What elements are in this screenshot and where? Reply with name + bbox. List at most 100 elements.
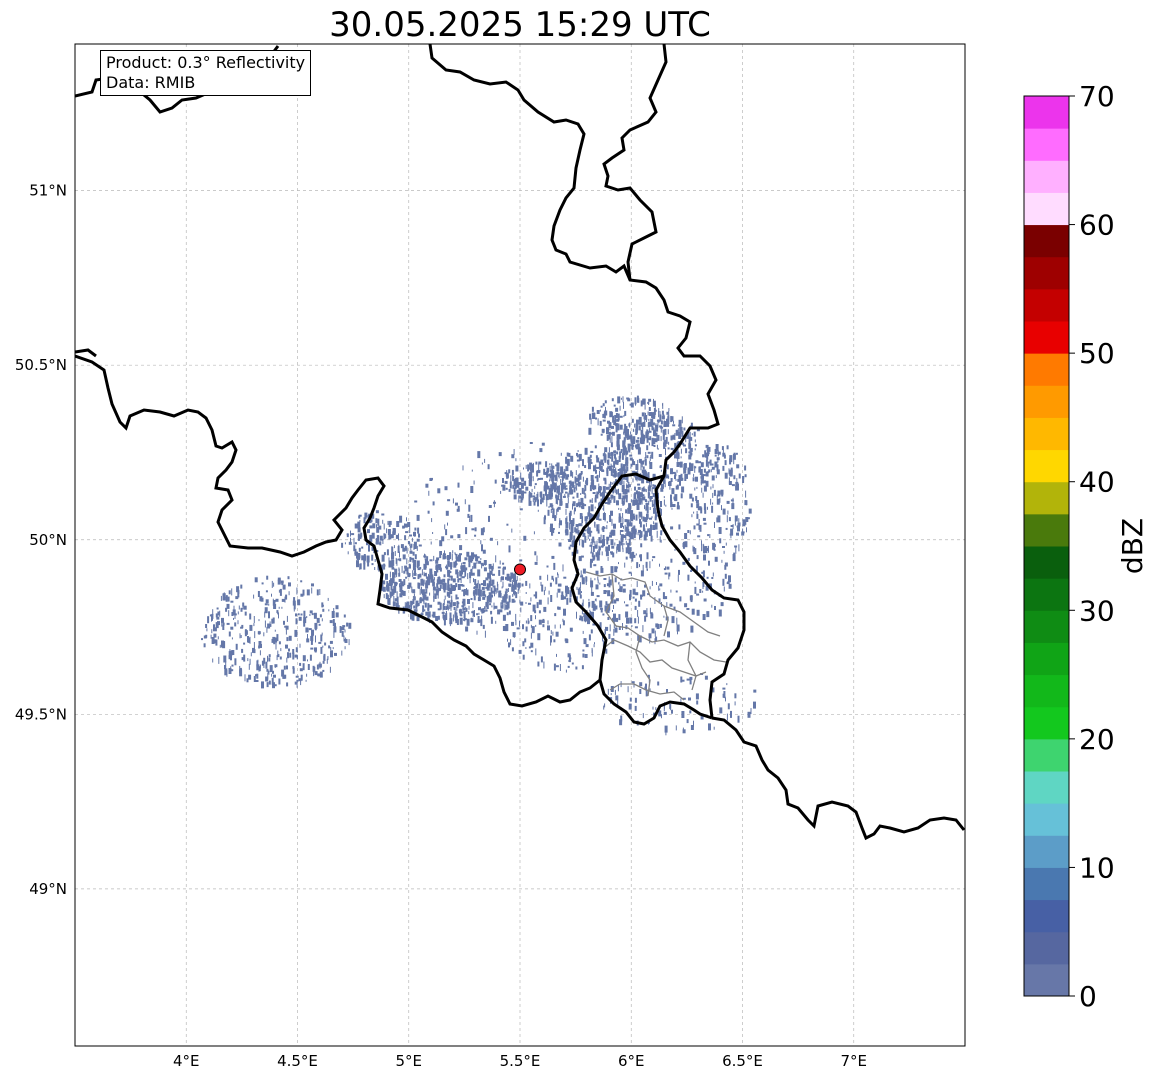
- echo-pixel: [471, 528, 475, 531]
- echo-pixel: [412, 596, 414, 602]
- echo-pixel: [543, 517, 546, 525]
- echo-pixel: [412, 577, 416, 580]
- echo-pixel: [406, 558, 408, 565]
- echo-pixel: [268, 680, 271, 685]
- echo-pixel: [562, 479, 564, 487]
- echo-pixel: [665, 729, 667, 736]
- echo-pixel: [598, 461, 601, 469]
- echo-pixel: [590, 542, 592, 545]
- echo-pixel: [662, 432, 665, 440]
- echo-pixel: [651, 487, 653, 494]
- echo-pixel: [678, 451, 680, 456]
- echo-pixel: [482, 624, 485, 629]
- echo-pixel: [537, 633, 541, 641]
- echo-pixel: [661, 410, 664, 415]
- echo-pixel: [248, 663, 250, 670]
- echo-pixel: [678, 432, 682, 439]
- echo-pixel: [666, 689, 668, 693]
- echo-pixel: [443, 574, 446, 578]
- echo-pixel: [410, 545, 412, 551]
- echo-pixel: [668, 441, 670, 445]
- echo-pixel: [703, 546, 705, 554]
- echo-pixel: [664, 572, 668, 575]
- echo-pixel: [622, 548, 624, 553]
- echo-pixel: [515, 465, 519, 472]
- echo-pixel: [669, 603, 673, 607]
- echo-pixel: [261, 582, 264, 585]
- echo-pixel: [419, 588, 421, 595]
- echo-pixel: [508, 469, 511, 474]
- radar-site-marker[interactable]: [514, 563, 526, 576]
- echo-pixel: [518, 495, 520, 503]
- echo-pixel: [629, 457, 633, 461]
- echo-pixel: [663, 421, 667, 427]
- echo-pixel: [609, 465, 611, 471]
- echo-pixel: [681, 679, 685, 682]
- echo-pixel: [576, 503, 579, 508]
- echo-pixel: [644, 528, 646, 536]
- echo-pixel: [534, 551, 537, 556]
- echo-pixel: [584, 504, 587, 507]
- echo-pixel: [704, 675, 708, 680]
- country-border-france-belgium: [75, 354, 601, 708]
- echo-pixel: [261, 660, 264, 666]
- echo-pixel: [554, 516, 556, 520]
- echo-pixel: [703, 554, 706, 561]
- echo-pixel: [718, 527, 722, 534]
- echo-pixel: [457, 578, 460, 583]
- echo-pixel: [532, 604, 536, 612]
- echo-pixel: [632, 478, 634, 483]
- echo-pixel: [695, 476, 698, 482]
- echo-pixel: [652, 556, 656, 559]
- echo-pixel: [592, 557, 595, 561]
- echo-pixel: [272, 636, 276, 639]
- echo-pixel: [638, 600, 641, 607]
- echo-pixel: [694, 586, 697, 594]
- echo-pixel: [273, 582, 275, 587]
- echo-pixel: [506, 475, 509, 479]
- echo-pixel: [457, 584, 461, 590]
- echo-pixel: [378, 542, 380, 545]
- echo-pixel: [557, 583, 561, 587]
- echo-pixel: [388, 557, 390, 564]
- lon-tick-label: 4.5°E: [277, 1052, 318, 1070]
- echo-pixel: [730, 533, 732, 539]
- echo-pixel: [617, 423, 620, 431]
- echo-pixel: [346, 534, 349, 538]
- latitude-tick-labels: 51°N50.5°N50°N49.5°N49°N: [15, 182, 67, 898]
- echo-pixel: [701, 487, 703, 493]
- echo-pixel: [427, 603, 430, 611]
- echo-pixel: [727, 703, 730, 710]
- echo-pixel: [694, 487, 696, 491]
- echo-pixel: [569, 544, 572, 547]
- echo-pixel: [447, 578, 451, 581]
- echo-pixel: [559, 624, 561, 629]
- echo-pixel: [547, 495, 549, 499]
- echo-pixel: [241, 624, 244, 628]
- echo-pixel: [689, 493, 693, 499]
- echo-pixel: [560, 476, 562, 478]
- echo-pixel: [385, 593, 388, 600]
- echo-pixel: [467, 599, 470, 604]
- echo-pixel: [440, 579, 443, 585]
- echo-pixel: [213, 624, 215, 632]
- echo-pixel: [642, 590, 646, 597]
- echo-pixel: [579, 594, 582, 599]
- echo-pixel: [385, 534, 387, 539]
- echo-pixel: [626, 457, 629, 464]
- echo-pixel: [657, 488, 659, 493]
- echo-pixel: [441, 579, 443, 585]
- echo-pixel: [602, 419, 606, 422]
- echo-pixel: [642, 516, 645, 522]
- echo-pixel: [488, 515, 490, 522]
- echo-pixel: [233, 605, 235, 612]
- echo-pixel: [647, 528, 650, 533]
- echo-pixel: [600, 545, 604, 548]
- echo-pixel: [703, 475, 704, 480]
- echo-pixel: [684, 541, 688, 548]
- echo-pixel: [350, 537, 351, 543]
- echo-pixel: [731, 484, 735, 487]
- echo-pixel: [387, 599, 389, 604]
- echo-pixel: [679, 461, 683, 468]
